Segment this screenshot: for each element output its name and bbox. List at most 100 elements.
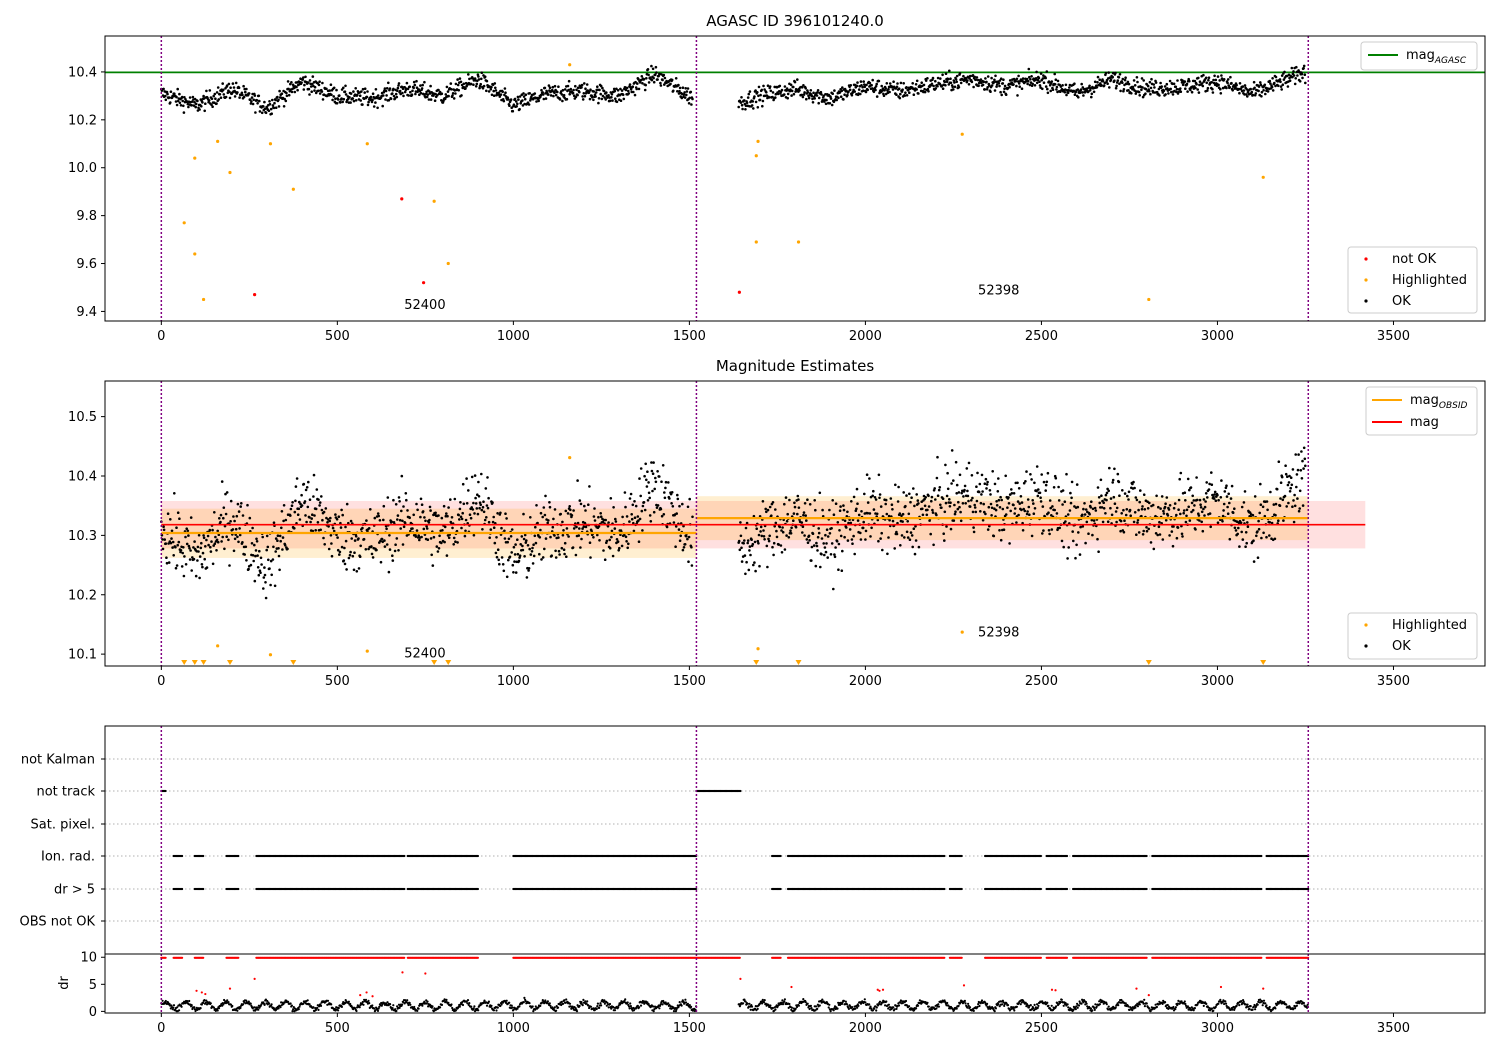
ok-point (594, 95, 597, 98)
ok-point (366, 90, 369, 93)
ok-point (740, 560, 744, 563)
ok-point (963, 484, 967, 488)
ok-point (1218, 79, 1221, 82)
ok-point (594, 91, 598, 94)
ok-point (217, 98, 221, 101)
ok-point (344, 525, 347, 529)
ok-point (420, 503, 424, 507)
ok-point (1256, 556, 1260, 559)
ok-point (750, 104, 754, 107)
ok-point (941, 497, 945, 501)
ok-point (881, 89, 884, 92)
flag-point (1039, 854, 1042, 858)
ok-point (762, 529, 765, 532)
x-tick-label: 3500 (1377, 329, 1410, 344)
ok-point (624, 505, 627, 509)
ok-point (188, 558, 192, 561)
ok-point (915, 493, 918, 496)
ok-point (766, 565, 769, 569)
ok-point (464, 529, 467, 533)
ok-point (533, 534, 537, 538)
ok-point (1021, 77, 1025, 80)
ok-point (872, 90, 876, 94)
chart-title: AGASC ID 396101240.0 (706, 12, 884, 30)
ok-point (1061, 489, 1065, 492)
ok-point (552, 94, 555, 98)
ok-point (884, 502, 887, 506)
ok-point (642, 77, 646, 81)
ok-point (1260, 90, 1264, 94)
not-ok-point (253, 293, 257, 297)
ok-point (394, 503, 398, 506)
ok-point (504, 512, 507, 515)
ok-point (762, 84, 765, 88)
ok-point (305, 520, 308, 524)
ok-point (838, 509, 842, 512)
ok-point (682, 93, 686, 96)
ok-point (362, 537, 366, 541)
ok-point (825, 542, 828, 545)
ok-point (803, 502, 807, 505)
ok-point (1141, 533, 1145, 536)
ok-point (293, 510, 297, 514)
ok-point (806, 498, 809, 502)
ok-point (329, 516, 332, 520)
ok-point (516, 538, 519, 541)
ok-point (493, 541, 497, 545)
ok-point (958, 473, 962, 477)
ok-point (1065, 93, 1068, 97)
ok-point (884, 498, 888, 502)
ok-point (753, 95, 756, 98)
ok-point (497, 558, 501, 562)
ok-point (1033, 507, 1037, 510)
ok-point (1288, 79, 1292, 82)
ok-point (178, 517, 181, 520)
ok-point (587, 503, 590, 507)
ok-point (1228, 537, 1232, 541)
ok-point (255, 99, 259, 102)
ok-point (952, 479, 955, 482)
x-tick-label: 3000 (1201, 674, 1234, 689)
ok-point (440, 99, 443, 102)
ok-point (375, 548, 378, 552)
ok-point (495, 536, 498, 539)
ok-point (835, 540, 839, 543)
ok-point (1289, 476, 1293, 480)
ok-point (1190, 501, 1194, 505)
ok-point (1221, 520, 1224, 523)
ok-point (321, 98, 325, 101)
ok-point (781, 530, 785, 534)
ok-point (1298, 489, 1302, 493)
ok-point (1065, 472, 1068, 476)
ok-point (503, 529, 506, 533)
ok-point (607, 94, 610, 97)
ok-point (1257, 519, 1260, 523)
ok-point (310, 90, 314, 93)
ok-point (429, 509, 432, 512)
ok-point (887, 514, 891, 518)
ok-point (834, 502, 838, 506)
ok-point (598, 88, 601, 92)
ok-point (542, 506, 546, 509)
ok-point (432, 535, 436, 539)
ok-point (824, 102, 828, 106)
ok-point (1137, 90, 1141, 94)
ok-point (400, 85, 404, 89)
ok-point (1094, 509, 1098, 512)
ok-point (410, 93, 414, 96)
ok-point (796, 78, 799, 81)
ok-point (474, 496, 477, 500)
ok-point (839, 505, 842, 508)
ok-point (1175, 536, 1179, 540)
ok-point (240, 502, 243, 505)
ok-point (655, 506, 659, 510)
ok-point (204, 102, 207, 105)
ok-point (211, 105, 214, 108)
ok-point (575, 525, 578, 529)
ok-point (236, 535, 239, 539)
ok-point (1097, 496, 1101, 499)
ok-point (1164, 93, 1167, 96)
ok-point (801, 95, 805, 99)
ok-point (493, 82, 497, 85)
ok-point (810, 545, 814, 549)
